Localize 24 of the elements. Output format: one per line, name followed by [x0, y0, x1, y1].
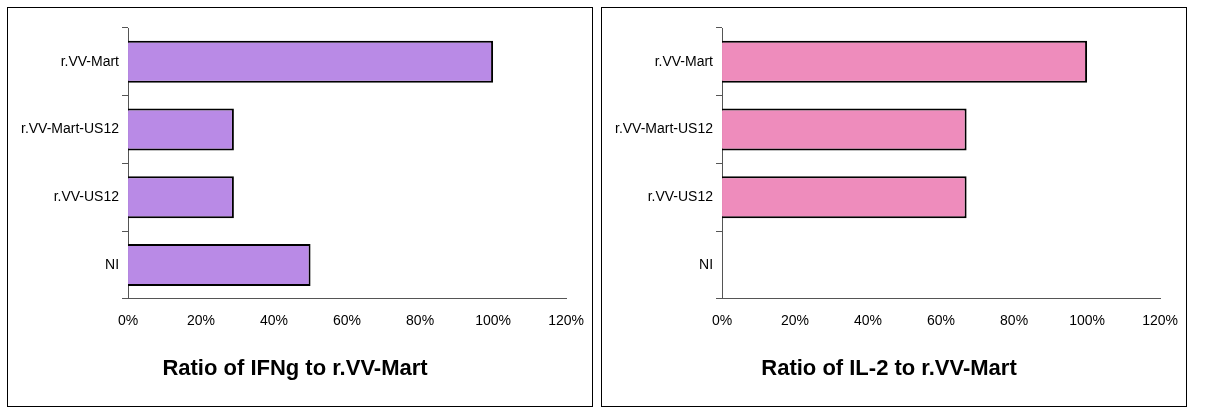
y-tick-label: r.VV-Mart	[60, 52, 120, 69]
y-tick-label: r.VV-Mart	[654, 52, 714, 69]
x-tick-label: 120%	[548, 312, 584, 329]
x-tick-label: 60%	[927, 312, 956, 329]
x-tick-label: 80%	[406, 312, 435, 329]
x-tick-label: 40%	[854, 312, 883, 329]
y-tick-label: r.VV-US12	[647, 188, 714, 205]
y-tick-label: r.VV-US12	[53, 188, 120, 205]
y-tick-label: NI	[105, 255, 120, 272]
x-tick-label: 40%	[260, 312, 289, 329]
y-tick-label: NI	[699, 255, 714, 272]
x-tick-label: 20%	[781, 312, 810, 329]
y-tick-label: r.VV-Mart-US12	[615, 120, 714, 137]
text: Ratio of IL-2 to r.VV-Mart	[761, 354, 1018, 380]
x-tick-label: 60%	[333, 312, 362, 329]
x-tick-label: 0%	[711, 312, 733, 329]
text: Ratio of IFNg to r.VV-Mart	[162, 354, 429, 380]
x-tick-label: 100%	[475, 312, 511, 329]
x-tick-label: 80%	[1000, 312, 1029, 329]
y-tick-label: r.VV-Mart-US12	[21, 120, 120, 137]
x-tick-label: 0%	[117, 312, 139, 329]
x-tick-label: 20%	[187, 312, 216, 329]
x-tick-label: 120%	[1142, 312, 1178, 329]
x-tick-label: 100%	[1069, 312, 1105, 329]
